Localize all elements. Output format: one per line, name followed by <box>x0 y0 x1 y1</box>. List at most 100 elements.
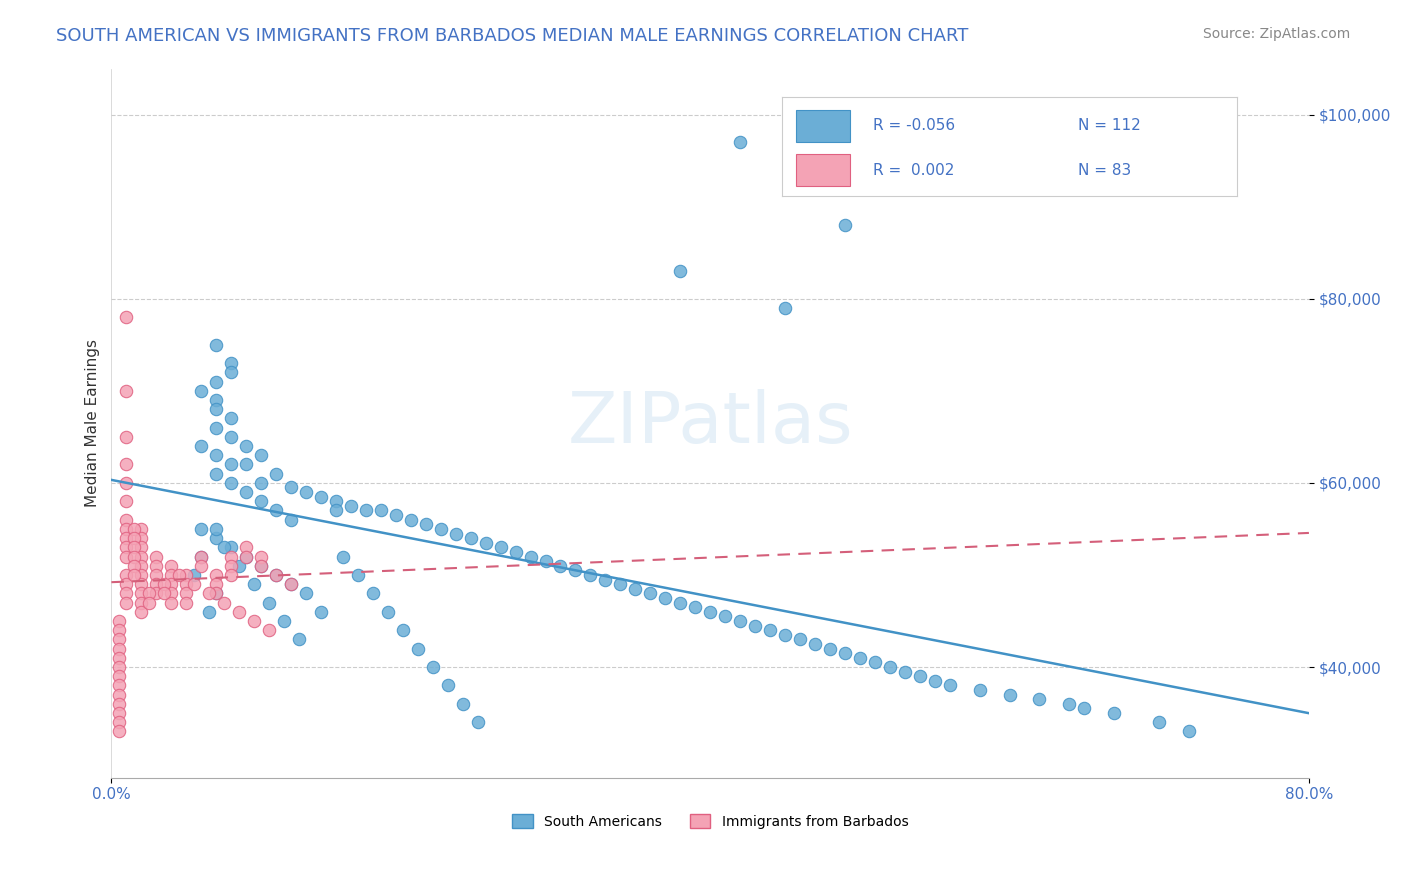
Point <box>122 531 145 545</box>
Point <box>115 531 138 545</box>
Point <box>242 577 264 591</box>
Point <box>190 522 212 536</box>
Point <box>332 549 354 564</box>
Point <box>153 586 176 600</box>
Point <box>235 549 257 564</box>
Point <box>309 605 332 619</box>
Point <box>654 591 676 605</box>
Point <box>174 577 197 591</box>
Point <box>280 577 302 591</box>
Point <box>131 541 153 555</box>
Point <box>131 568 153 582</box>
Point <box>969 683 991 698</box>
Point <box>115 475 138 490</box>
Point <box>131 522 153 536</box>
Point <box>145 558 167 573</box>
Point <box>131 558 153 573</box>
Point <box>115 568 138 582</box>
Point <box>728 135 751 149</box>
Point <box>363 586 385 600</box>
Point <box>145 568 167 582</box>
Point <box>212 541 235 555</box>
Point <box>108 669 131 683</box>
Point <box>804 637 827 651</box>
Point <box>219 430 242 444</box>
Point <box>564 563 586 577</box>
Point <box>467 715 489 730</box>
Point <box>834 218 856 232</box>
Point <box>219 475 242 490</box>
Point <box>250 448 273 462</box>
Point <box>219 411 242 425</box>
Point <box>264 568 287 582</box>
Point <box>190 439 212 453</box>
Point <box>190 558 212 573</box>
Point <box>699 605 721 619</box>
Point <box>273 614 295 628</box>
Point <box>108 660 131 674</box>
Point <box>145 586 167 600</box>
Point <box>160 558 183 573</box>
Point <box>205 577 228 591</box>
Point <box>122 522 145 536</box>
Point <box>205 568 228 582</box>
Point <box>1028 692 1050 706</box>
Text: Source: ZipAtlas.com: Source: ZipAtlas.com <box>1202 27 1350 41</box>
Point <box>235 549 257 564</box>
Point <box>138 596 160 610</box>
Point <box>1178 724 1201 739</box>
Point <box>250 475 273 490</box>
Point <box>219 458 242 472</box>
Point <box>108 624 131 638</box>
Point <box>219 549 242 564</box>
Point <box>153 577 176 591</box>
Point <box>295 485 318 500</box>
Point <box>908 669 931 683</box>
Point <box>205 420 228 434</box>
Point <box>264 467 287 481</box>
Point <box>205 531 228 545</box>
Point <box>998 688 1021 702</box>
Point <box>145 549 167 564</box>
Point <box>115 577 138 591</box>
Point <box>108 697 131 711</box>
Point <box>609 577 631 591</box>
Point <box>863 656 886 670</box>
Point <box>422 660 444 674</box>
Point <box>669 264 692 278</box>
Point <box>190 549 212 564</box>
Point <box>228 605 250 619</box>
Point <box>773 301 796 315</box>
Point <box>879 660 901 674</box>
Point <box>789 632 811 647</box>
Point <box>183 568 205 582</box>
Point <box>160 596 183 610</box>
Point <box>640 586 662 600</box>
Point <box>205 467 228 481</box>
Point <box>595 573 617 587</box>
Point <box>205 586 228 600</box>
Point <box>131 577 153 591</box>
Point <box>385 508 408 522</box>
Point <box>160 577 183 591</box>
Point <box>893 665 915 679</box>
Point <box>728 614 751 628</box>
Point <box>219 568 242 582</box>
Text: ZIPatlas: ZIPatlas <box>568 389 853 458</box>
Point <box>183 577 205 591</box>
Point <box>235 541 257 555</box>
Point <box>1059 697 1081 711</box>
Point <box>295 586 318 600</box>
Point <box>219 365 242 379</box>
Point <box>108 650 131 665</box>
Point <box>280 513 302 527</box>
Point <box>174 586 197 600</box>
Point <box>347 568 370 582</box>
Point <box>474 535 496 549</box>
Point <box>287 632 309 647</box>
Point <box>579 568 602 582</box>
Point <box>205 392 228 407</box>
Point <box>108 632 131 647</box>
Point <box>250 549 273 564</box>
Point <box>219 541 242 555</box>
